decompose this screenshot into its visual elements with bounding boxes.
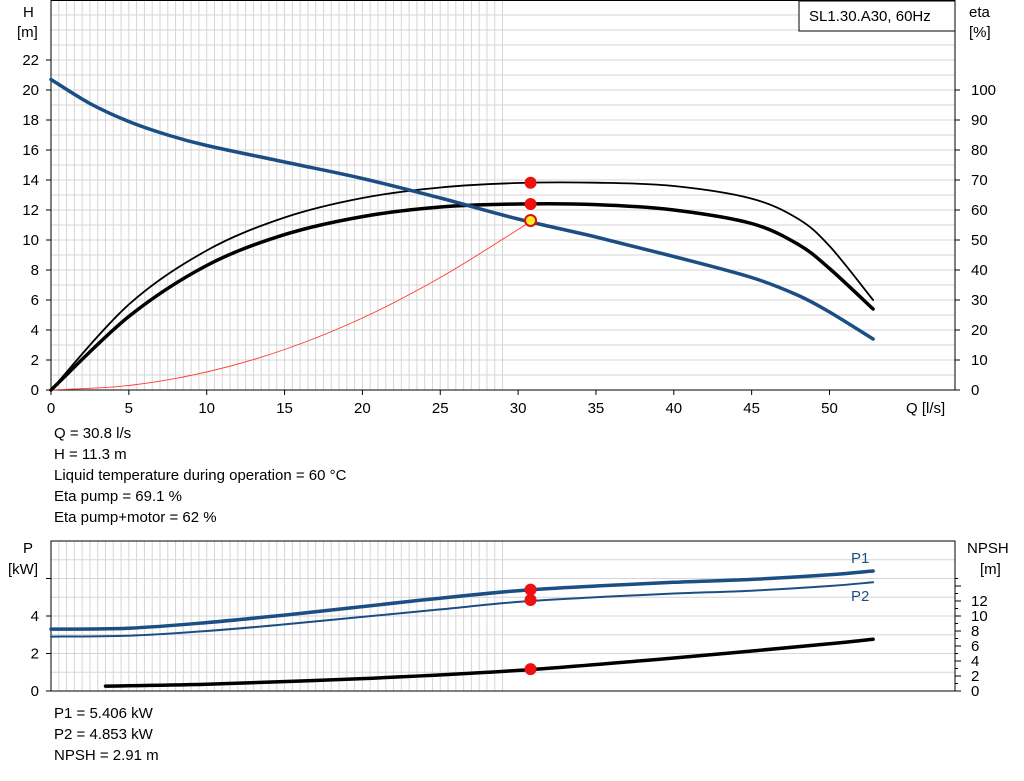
duty-point-info: Q = 30.8 l/s H = 11.3 m Liquid temperatu… <box>54 423 346 528</box>
y2-tick-label: 6 <box>971 638 979 655</box>
x-tick-label: 10 <box>198 400 215 417</box>
x-tick-label: 20 <box>354 400 371 417</box>
operating-point <box>524 594 537 607</box>
y-tick-label: 14 <box>22 172 39 189</box>
system-curve <box>50 220 532 391</box>
y-axis-unit: [kW] <box>8 561 38 578</box>
y2-tick-label: 30 <box>971 292 988 309</box>
axis-labels: P [kW] NPSH [m] <box>8 540 1009 578</box>
x-tick-label: 15 <box>276 400 293 417</box>
y2-tick-label: 70 <box>971 172 988 189</box>
info-liquid-temperature: Liquid temperature during operation = 60… <box>54 467 347 484</box>
y2-axis-label: eta <box>969 4 991 21</box>
y-tick-label: 16 <box>22 142 39 159</box>
p2-series-label: P2 <box>851 588 869 605</box>
performance-chart: 0 5 10 15 20 25 30 35 40 45 50 0 2 4 6 8 10 12 14 16 18 20 22 0… <box>17 0 996 417</box>
x-tick-label: 0 <box>47 400 55 417</box>
y-tick-label: 18 <box>22 112 39 129</box>
y-tick-label: 4 <box>31 608 39 625</box>
y2-tick-label: 0 <box>971 382 979 399</box>
operating-points <box>524 176 538 227</box>
p2-curve <box>50 581 875 638</box>
y2-axis-unit: [%] <box>969 24 991 41</box>
y-tick-label: 2 <box>31 352 39 369</box>
x-tick-label: 50 <box>821 400 838 417</box>
x-tick-label: 45 <box>743 400 760 417</box>
eta-pump-curve <box>50 181 874 391</box>
curves <box>49 77 875 392</box>
info-eta-pump-motor: Eta pump+motor = 62 % <box>54 509 217 526</box>
y2-tick-label: 50 <box>971 232 988 249</box>
y2-tick-label: 100 <box>971 82 996 99</box>
eta_total-point <box>524 198 537 210</box>
chart-title: SL1.30.A30, 60Hz <box>809 8 931 25</box>
x-tick-label: 25 <box>432 400 449 417</box>
y-tick-label: 20 <box>22 82 39 99</box>
tick-labels: 0 5 10 15 20 25 30 35 40 45 50 0 2 4 6 8 10 12 14 16 18 20 22 0… <box>22 52 996 417</box>
info-head: H = 11.3 m <box>54 446 127 463</box>
y-axis-label: P <box>23 540 33 557</box>
y2-tick-label: 20 <box>971 322 988 339</box>
title-box <box>798 0 956 32</box>
p1-series-label: P1 <box>851 550 869 567</box>
H-curve <box>49 77 875 341</box>
y2-axis-label: NPSH <box>967 540 1009 557</box>
operating-point <box>524 663 537 676</box>
y2-tick-label: 40 <box>971 262 988 279</box>
axes <box>46 0 960 395</box>
y-tick-label: 10 <box>22 232 39 249</box>
y2-tick-label: 10 <box>971 352 988 369</box>
y2-tick-label: 60 <box>971 202 988 219</box>
y-tick-label: 4 <box>31 322 39 339</box>
eta_pump-point <box>524 176 537 189</box>
y-axis-unit: [m] <box>17 24 38 41</box>
y2-tick-label: 2 <box>971 668 979 685</box>
x-tick-label: 5 <box>125 400 133 417</box>
y2-tick-label: 8 <box>971 623 979 640</box>
info-p2: P2 = 4.853 kW <box>54 726 153 743</box>
operating-points <box>524 583 537 676</box>
eta-total-curve <box>49 202 875 392</box>
duty-point <box>524 214 538 227</box>
y2-tick-label: 12 <box>971 593 988 610</box>
x-tick-label: 30 <box>510 400 527 417</box>
y-tick-label: 22 <box>22 52 39 69</box>
npsh-curve <box>103 637 875 688</box>
info-eta-pump: Eta pump = 69.1 % <box>54 488 182 505</box>
y-tick-label: 2 <box>31 646 39 663</box>
y-tick-label: 0 <box>31 382 39 399</box>
y2-tick-label: 4 <box>971 653 979 670</box>
y-tick-label: 8 <box>31 262 39 279</box>
grid <box>50 541 955 691</box>
curves: P1 P2 <box>49 550 875 688</box>
power-info: P1 = 5.406 kW P2 = 4.853 kW NPSH = 2.91 … <box>54 703 159 766</box>
y-axis-label: H <box>23 4 34 21</box>
y2-axis-unit: [m] <box>980 561 1001 578</box>
x-axis-label: Q [l/s] <box>906 400 945 417</box>
y2-tick-label: 80 <box>971 142 988 159</box>
y-tick-label: 12 <box>22 202 39 219</box>
operating-point <box>524 583 537 596</box>
info-npsh: NPSH = 2.91 m <box>54 747 159 764</box>
x-tick-label: 40 <box>665 400 682 417</box>
info-p1: P1 = 5.406 kW <box>54 705 153 722</box>
axis-labels: H [m] eta [%] Q [l/s] <box>17 4 991 417</box>
y2-tick-label: 0 <box>971 683 979 700</box>
y-tick-label: 6 <box>31 292 39 309</box>
p1-curve <box>49 569 875 631</box>
grid <box>50 0 955 390</box>
y2-tick-label: 90 <box>971 112 988 129</box>
info-flow: Q = 30.8 l/s <box>54 425 132 442</box>
x-tick-label: 35 <box>588 400 605 417</box>
y-tick-label: 0 <box>31 683 39 700</box>
axes <box>46 540 961 692</box>
y2-tick-label: 10 <box>971 608 988 625</box>
